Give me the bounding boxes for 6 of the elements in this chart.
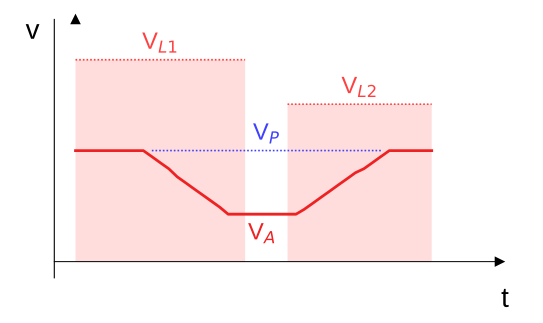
x-axis-title: t (502, 288, 509, 308)
series-label: V$_{P}$ (253, 123, 279, 144)
series-label: V$_{A}$ (248, 223, 274, 244)
series-label: V$_{L2}$ (342, 76, 376, 98)
y-axis-title: v (26, 24, 40, 39)
series-label: V$_{L1}$ (142, 32, 176, 53)
